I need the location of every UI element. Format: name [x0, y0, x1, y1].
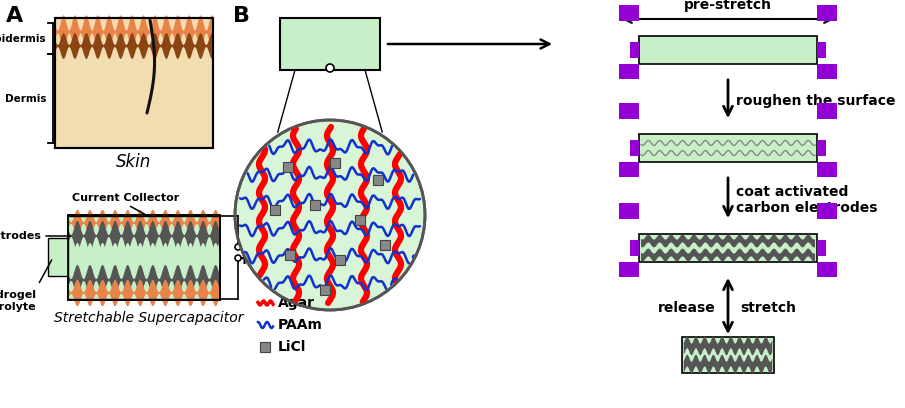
Bar	[285, 250, 295, 260]
Bar	[48, 238, 68, 276]
Bar	[630, 140, 639, 156]
Polygon shape	[68, 243, 220, 273]
Bar	[283, 162, 293, 172]
Bar	[280, 18, 380, 70]
Circle shape	[235, 120, 425, 310]
Bar	[639, 234, 817, 262]
Bar	[639, 36, 817, 64]
Text: Agar: Agar	[278, 296, 315, 310]
Polygon shape	[68, 221, 220, 251]
Text: Dermis: Dermis	[5, 93, 46, 104]
Text: Epidermis: Epidermis	[0, 33, 46, 44]
Text: stretch: stretch	[740, 301, 796, 315]
Polygon shape	[683, 337, 772, 355]
Text: Tough Hydrogel
Electrolyte: Tough Hydrogel Electrolyte	[0, 290, 36, 312]
Bar	[619, 262, 639, 277]
Bar	[619, 64, 639, 79]
Polygon shape	[68, 210, 220, 236]
Bar	[320, 285, 330, 295]
Circle shape	[235, 244, 241, 250]
Text: pre-stretch: pre-stretch	[684, 0, 772, 12]
Bar	[330, 158, 340, 168]
Text: -: -	[240, 236, 248, 254]
Bar	[630, 42, 639, 58]
Bar	[619, 162, 639, 177]
Bar	[68, 215, 220, 300]
Bar	[373, 175, 383, 185]
Text: A: A	[6, 6, 24, 26]
Polygon shape	[641, 235, 815, 247]
Text: release: release	[658, 301, 716, 315]
Polygon shape	[55, 16, 213, 49]
Text: B: B	[233, 6, 250, 26]
Bar	[817, 162, 837, 177]
Polygon shape	[55, 33, 213, 59]
Text: Electrodes: Electrodes	[0, 231, 41, 241]
Bar	[817, 42, 826, 58]
Bar	[55, 18, 213, 148]
Bar	[817, 240, 826, 256]
Bar	[380, 240, 390, 250]
Text: roughen the surface: roughen the surface	[736, 94, 896, 108]
Bar	[817, 140, 826, 156]
Bar	[619, 204, 639, 219]
Bar	[817, 204, 837, 219]
Polygon shape	[683, 355, 772, 373]
Bar	[681, 337, 775, 373]
Bar	[55, 18, 213, 148]
Bar	[619, 103, 639, 119]
Polygon shape	[68, 280, 220, 306]
Bar	[817, 64, 837, 79]
Text: PAAm: PAAm	[278, 318, 323, 332]
Circle shape	[326, 64, 334, 72]
Bar	[619, 5, 639, 21]
Bar	[260, 342, 270, 352]
Bar	[817, 262, 837, 277]
Text: LiCl: LiCl	[278, 340, 307, 354]
Text: Skin: Skin	[117, 153, 152, 171]
Bar	[817, 5, 837, 21]
Bar	[630, 240, 639, 256]
Bar	[335, 255, 345, 265]
Text: Current Collector: Current Collector	[72, 193, 179, 203]
Text: +: +	[236, 250, 252, 268]
Bar	[639, 134, 817, 162]
Text: Stretchable Supercapacitor: Stretchable Supercapacitor	[54, 311, 243, 325]
Bar	[68, 215, 220, 300]
Bar	[817, 103, 837, 119]
Bar	[270, 205, 280, 215]
Polygon shape	[641, 248, 815, 262]
Bar	[310, 200, 320, 210]
Circle shape	[235, 255, 241, 261]
Polygon shape	[68, 265, 220, 295]
Text: coat activated
carbon electrodes: coat activated carbon electrodes	[736, 185, 878, 215]
Bar	[355, 215, 365, 225]
